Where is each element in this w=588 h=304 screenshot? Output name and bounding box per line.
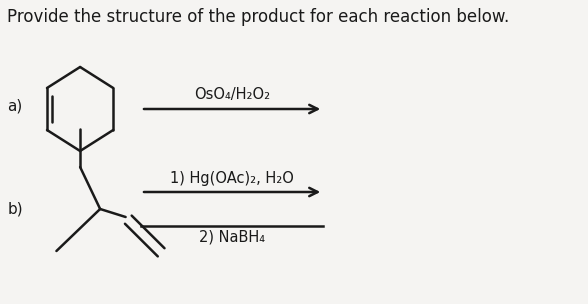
Text: OsO₄/H₂O₂: OsO₄/H₂O₂ [194, 87, 270, 102]
Text: a): a) [7, 98, 22, 113]
Text: 2) NaBH₄: 2) NaBH₄ [199, 230, 265, 245]
Text: b): b) [7, 202, 23, 216]
Text: Provide the structure of the product for each reaction below.: Provide the structure of the product for… [7, 8, 510, 26]
Text: 1) Hg(OAc)₂, H₂O: 1) Hg(OAc)₂, H₂O [170, 171, 294, 186]
